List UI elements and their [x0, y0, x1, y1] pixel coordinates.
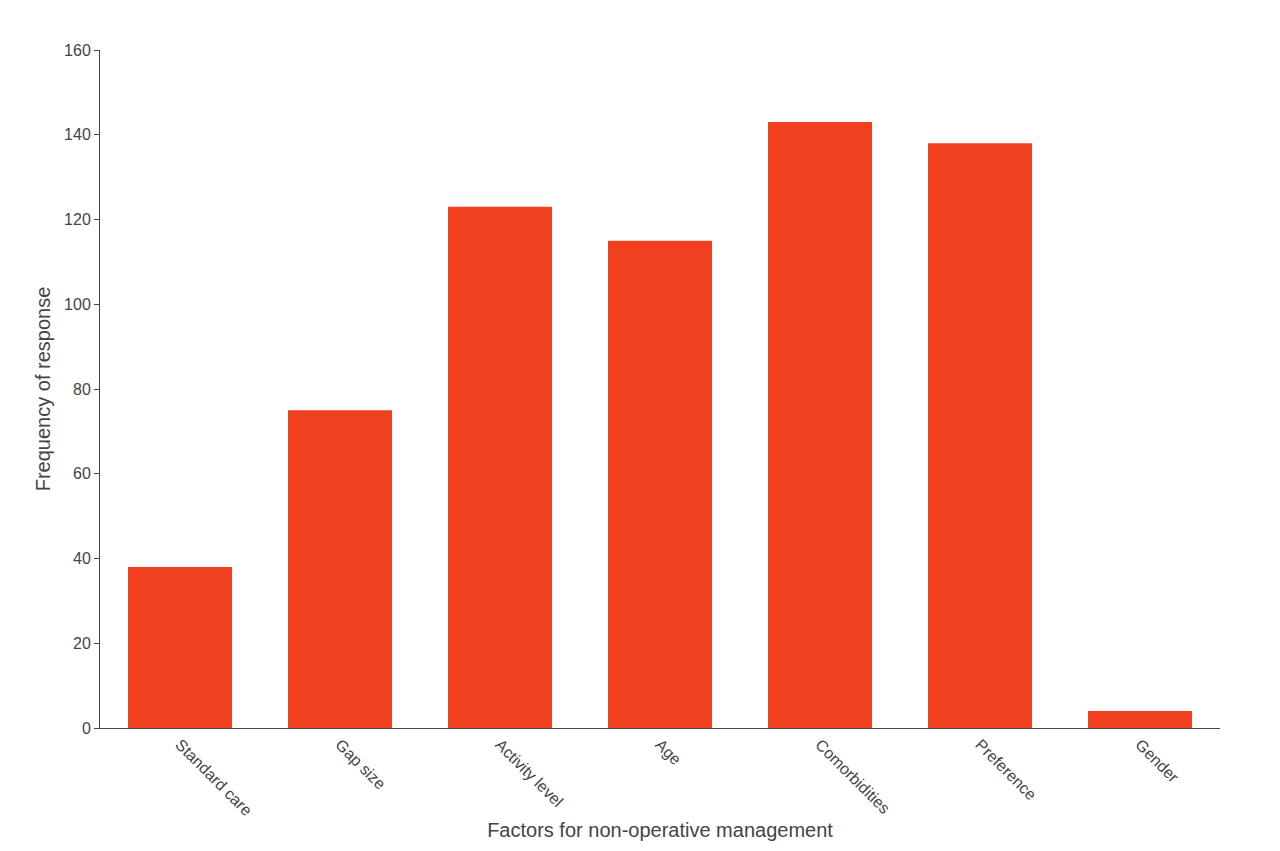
svg-text:140: 140 — [64, 126, 91, 143]
svg-text:Comorbidities: Comorbidities — [812, 736, 893, 817]
svg-text:120: 120 — [64, 211, 91, 228]
svg-text:Activity level: Activity level — [492, 736, 566, 810]
svg-text:Gap size: Gap size — [332, 736, 389, 793]
svg-text:Frequency of response: Frequency of response — [32, 287, 54, 492]
svg-text:Standard care: Standard care — [172, 736, 255, 819]
svg-text:0: 0 — [82, 720, 91, 737]
svg-text:80: 80 — [73, 381, 91, 398]
svg-text:160: 160 — [64, 42, 91, 59]
svg-text:20: 20 — [73, 635, 91, 652]
svg-text:40: 40 — [73, 550, 91, 567]
svg-text:Preference: Preference — [972, 736, 1039, 803]
svg-text:100: 100 — [64, 296, 91, 313]
svg-text:60: 60 — [73, 465, 91, 482]
svg-text:Gender: Gender — [1132, 736, 1182, 786]
svg-text:Factors for non-operative mana: Factors for non-operative management — [487, 819, 833, 841]
svg-text:Age: Age — [652, 736, 684, 768]
